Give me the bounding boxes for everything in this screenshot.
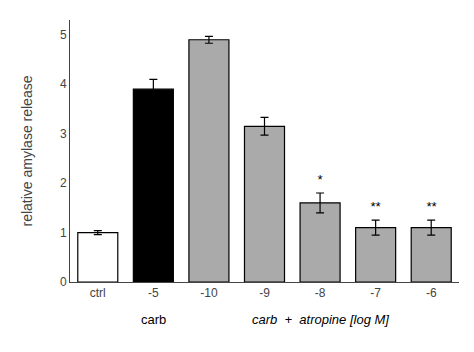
svg-text:-8: -8 (315, 286, 326, 300)
svg-text:carb: carb (141, 312, 166, 327)
svg-text:ctrl: ctrl (90, 286, 106, 300)
svg-text:carb + atropine [log M]: carb + atropine [log M] (252, 312, 389, 327)
svg-text:-9: -9 (259, 286, 270, 300)
svg-text:1: 1 (60, 226, 67, 240)
svg-text:0: 0 (60, 275, 67, 289)
svg-text:-7: -7 (370, 286, 381, 300)
svg-text:*: * (317, 172, 323, 187)
svg-text:3: 3 (60, 127, 67, 141)
svg-text:**: ** (370, 199, 381, 214)
svg-text:relative amylase release: relative amylase release (19, 75, 35, 226)
svg-text:-5: -5 (148, 286, 159, 300)
svg-text:-10: -10 (200, 286, 218, 300)
svg-text:-6: -6 (426, 286, 437, 300)
svg-text:**: ** (426, 199, 437, 214)
svg-text:4: 4 (60, 77, 67, 91)
svg-text:2: 2 (60, 176, 67, 190)
svg-text:5: 5 (60, 28, 67, 42)
